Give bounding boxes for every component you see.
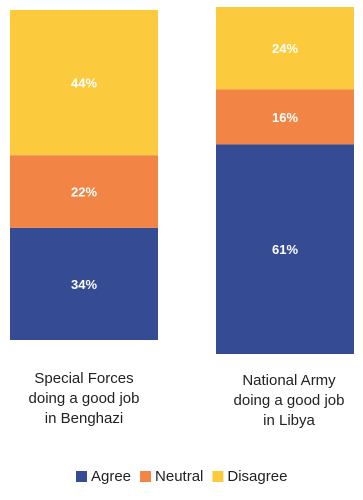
- legend-swatch-agree: [76, 471, 87, 482]
- legend-swatch-neutral: [140, 471, 152, 482]
- data-label-1-disagree: 44%: [71, 76, 97, 91]
- legend-swatch-disagree: [212, 471, 224, 482]
- category-label-1-line-1: Special Forces: [34, 370, 133, 387]
- category-label-2-line-2: doing a good job: [234, 392, 345, 409]
- bars-group: 34% 22% 44% 61% 16% 24%: [10, 7, 354, 354]
- bar-1-disagree: [10, 10, 158, 156]
- bar-2-agree: [216, 144, 354, 354]
- category-label-2-line-3: in Libya: [263, 412, 315, 429]
- bar-2-neutral: [216, 89, 354, 145]
- category-label-1-line-3: in Benghazi: [45, 410, 123, 427]
- bar-1-agree: [10, 227, 158, 340]
- legend: Agree Neutral Disagree: [76, 468, 287, 485]
- bar-2-disagree: [216, 7, 354, 90]
- data-label-1-agree: 34%: [71, 277, 97, 292]
- data-label-2-disagree: 24%: [272, 41, 298, 56]
- legend-label-agree: Agree: [91, 468, 131, 485]
- legend-label-disagree: Disagree: [227, 468, 287, 485]
- data-label-2-agree: 61%: [272, 242, 298, 257]
- data-label-2-neutral: 16%: [272, 110, 298, 125]
- legend-label-neutral: Neutral: [155, 468, 203, 485]
- data-label-1-neutral: 22%: [71, 185, 97, 200]
- category-label-1-line-2: doing a good job: [29, 390, 140, 407]
- category-label-2-line-1: National Army: [242, 372, 336, 389]
- bar-1-neutral: [10, 155, 158, 228]
- category-labels: Special Forces doing a good job in Benghaz…: [29, 370, 345, 429]
